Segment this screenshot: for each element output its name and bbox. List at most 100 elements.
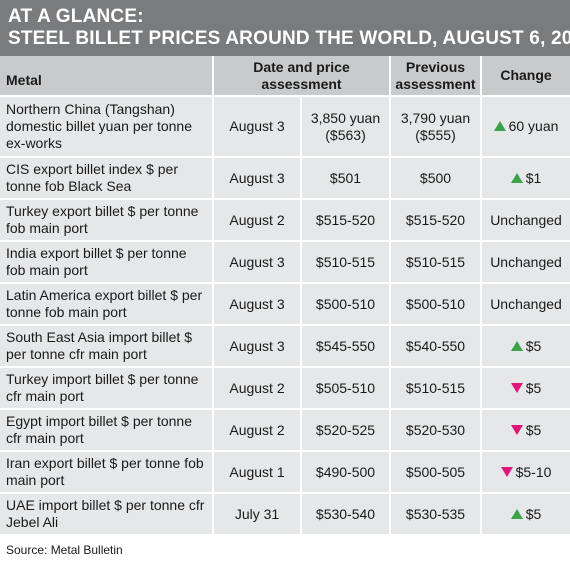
cell-metal-text: Iran export billet $ per tonne fob main … xyxy=(6,455,204,488)
cell-metal: Turkey import billet $ per tonne cfr mai… xyxy=(0,367,213,410)
cell-date: August 3 xyxy=(212,241,301,284)
cell-price: $490-500 xyxy=(300,451,390,494)
cell-price-text: $530-540 xyxy=(315,505,376,522)
cell-change: $5-10 xyxy=(480,451,570,494)
cell-change-text: $1 xyxy=(525,169,542,186)
cell-previous-text: $520-530 xyxy=(405,421,466,438)
page-title: AT A GLANCE: STEEL BILLET PRICES AROUND … xyxy=(0,0,570,56)
cell-price: $515-520 xyxy=(300,199,390,242)
price-table: Metal Date and price assessment Previous… xyxy=(0,56,570,536)
cell-price-text: 3,850 yuan ($563) xyxy=(310,109,381,143)
cell-previous: $500-505 xyxy=(389,451,481,494)
column-header-change: Change xyxy=(480,56,570,97)
table-row: Egypt import billet $ per tonne cfr main… xyxy=(0,409,570,452)
cell-metal-text: Egypt import billet $ per tonne cfr main… xyxy=(6,413,192,446)
cell-metal-text: UAE import billet $ per tonne cfr Jebel … xyxy=(6,497,205,530)
cell-price-text: $520-525 xyxy=(315,421,376,438)
cell-date-text: August 2 xyxy=(229,379,285,396)
cell-price-text: $515-520 xyxy=(315,211,376,228)
cell-previous: $510-515 xyxy=(389,367,481,410)
triangle-down-icon xyxy=(500,466,513,477)
cell-previous: $510-515 xyxy=(389,241,481,284)
cell-price-text: $510-515 xyxy=(315,253,376,270)
column-header-date-price: Date and price assessment xyxy=(212,56,390,97)
cell-change-text: Unchanged xyxy=(490,295,562,312)
cell-price: $545-550 xyxy=(300,325,390,368)
cell-date: August 2 xyxy=(212,409,301,452)
cell-price: $520-525 xyxy=(300,409,390,452)
cell-date-text: August 3 xyxy=(229,253,285,270)
table-row: Northern China (Tangshan) domestic bille… xyxy=(0,96,570,158)
cell-change-text: $5 xyxy=(525,421,542,438)
cell-previous-text: 3,790 yuan ($555) xyxy=(400,109,471,143)
cell-date: August 1 xyxy=(212,451,301,494)
cell-date-text: August 3 xyxy=(229,169,285,186)
triangle-down-icon xyxy=(510,424,523,435)
triangle-up-icon xyxy=(493,121,506,131)
cell-previous: $530-535 xyxy=(389,493,481,536)
triangle-up-icon xyxy=(510,508,523,519)
cell-metal-text: Turkey import billet $ per tonne cfr mai… xyxy=(6,371,199,404)
cell-previous-text: $510-515 xyxy=(405,253,466,270)
cell-change: $5 xyxy=(480,409,570,452)
cell-previous-text: $530-535 xyxy=(405,505,466,522)
cell-price: $510-515 xyxy=(300,241,390,284)
source-note: Source: Metal Bulletin xyxy=(6,543,123,557)
cell-previous-text: $500-510 xyxy=(405,295,466,312)
cell-change: $5 xyxy=(480,367,570,410)
cell-previous: $520-530 xyxy=(389,409,481,452)
title-line-1: AT A GLANCE: xyxy=(8,6,144,27)
cell-price: $500-510 xyxy=(300,283,390,326)
cell-price: $505-510 xyxy=(300,367,390,410)
cell-metal: Turkey export billet $ per tonne fob mai… xyxy=(0,199,213,242)
cell-date: August 3 xyxy=(212,283,301,326)
cell-change-text: $5 xyxy=(525,505,542,522)
cell-date: August 3 xyxy=(212,96,301,158)
cell-date-text: August 1 xyxy=(229,463,285,480)
cell-change: $5 xyxy=(480,493,570,536)
cell-metal: CIS export billet index $ per tonne fob … xyxy=(0,157,213,200)
cell-date-text: August 3 xyxy=(229,295,285,312)
cell-previous: $515-520 xyxy=(389,199,481,242)
table-row: South East Asia import billet $ per tonn… xyxy=(0,325,570,368)
cell-date-text: August 2 xyxy=(229,421,285,438)
cell-change: Unchanged xyxy=(480,199,570,242)
cell-metal: Iran export billet $ per tonne fob main … xyxy=(0,451,213,494)
column-header-previous: Previous assessment xyxy=(389,56,481,97)
cell-change-text: Unchanged xyxy=(490,253,562,270)
title-line-2: STEEL BILLET PRICES AROUND THE WORLD, AU… xyxy=(8,28,570,49)
cell-price: $501 xyxy=(300,157,390,200)
cell-date-text: August 3 xyxy=(229,118,285,134)
cell-change-text: $5 xyxy=(525,379,542,396)
cell-metal: UAE import billet $ per tonne cfr Jebel … xyxy=(0,493,213,536)
table-row: Iran export billet $ per tonne fob main … xyxy=(0,451,570,494)
cell-metal-text: Latin America export billet $ per tonne … xyxy=(6,287,203,320)
cell-date: August 3 xyxy=(212,325,301,368)
cell-metal: South East Asia import billet $ per tonn… xyxy=(0,325,213,368)
table-row: CIS export billet index $ per tonne fob … xyxy=(0,157,570,200)
cell-change: Unchanged xyxy=(480,283,570,326)
cell-metal-text: India export billet $ per tonne fob main… xyxy=(6,245,187,278)
cell-change-text: Unchanged xyxy=(490,211,562,228)
triangle-down-icon xyxy=(510,382,523,393)
cell-date-text: August 3 xyxy=(229,337,285,354)
cell-previous: $500-510 xyxy=(389,283,481,326)
column-header-metal: Metal xyxy=(0,56,213,97)
cell-previous: $500 xyxy=(389,157,481,200)
cell-price-text: $500-510 xyxy=(315,295,376,312)
cell-date: August 2 xyxy=(212,367,301,410)
cell-date: August 2 xyxy=(212,199,301,242)
cell-previous: 3,790 yuan ($555) xyxy=(389,96,481,158)
cell-price: $530-540 xyxy=(300,493,390,536)
cell-metal-text: CIS export billet index $ per tonne fob … xyxy=(6,161,178,194)
table-row: Latin America export billet $ per tonne … xyxy=(0,283,570,326)
table-row: Turkey import billet $ per tonne cfr mai… xyxy=(0,367,570,410)
cell-previous-text: $515-520 xyxy=(405,211,466,228)
cell-metal-text: Turkey export billet $ per tonne fob mai… xyxy=(6,203,199,236)
cell-metal: Latin America export billet $ per tonne … xyxy=(0,283,213,326)
cell-change-text: $5-10 xyxy=(515,463,552,480)
cell-price-text: $490-500 xyxy=(315,463,376,480)
cell-previous-text: $500 xyxy=(419,169,452,186)
cell-change-text: 60 yuan xyxy=(508,118,559,134)
cell-price-text: $545-550 xyxy=(315,337,376,354)
